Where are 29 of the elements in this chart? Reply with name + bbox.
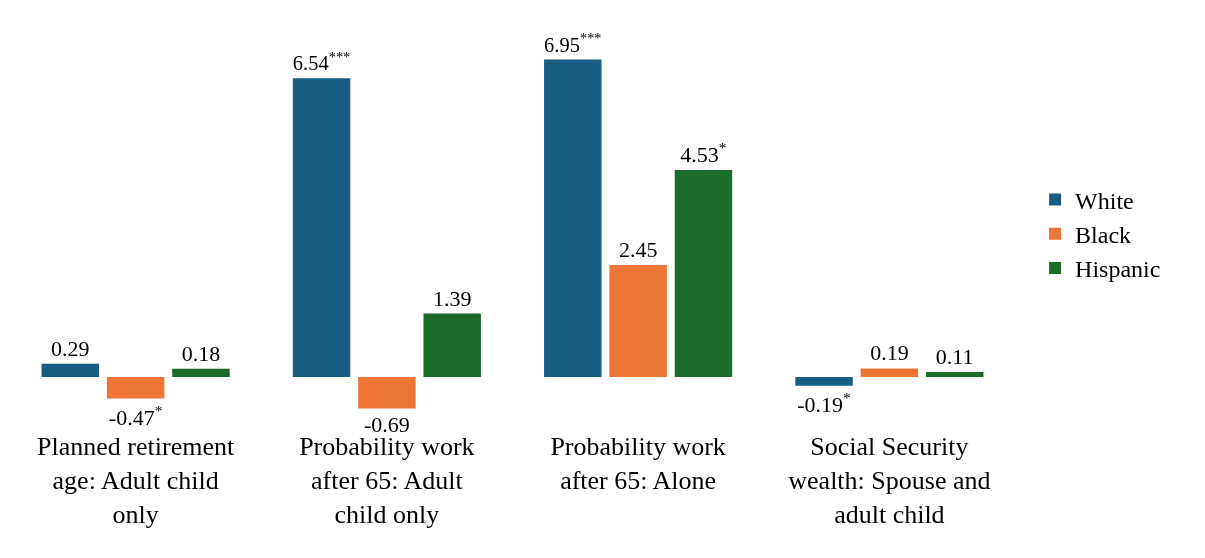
legend-label: Black <box>1075 222 1132 249</box>
legend-label: White <box>1075 187 1134 214</box>
data-label: 6.54$^{***}$ <box>292 48 351 75</box>
bar <box>41 363 100 378</box>
data-label: 1.39 <box>432 285 472 311</box>
bar <box>674 170 733 378</box>
data-label: -0.47$^{*}$ <box>108 401 163 430</box>
bar <box>609 265 667 378</box>
bar <box>795 377 853 386</box>
bar <box>860 368 919 378</box>
data-label: 0.29 <box>51 335 90 361</box>
data-label: 0.19 <box>870 340 909 366</box>
bar <box>172 368 230 378</box>
legend-label: Hispanic <box>1075 256 1161 283</box>
bar <box>106 377 165 399</box>
bar <box>544 59 602 378</box>
x-tick-label: Planned retirement age: Adult child only <box>37 432 235 529</box>
bar <box>292 78 351 378</box>
data-label: 4.53$^{*}$ <box>680 138 727 168</box>
bar <box>925 372 984 378</box>
data-label: 0.11 <box>935 344 974 370</box>
data-label: 2.45 <box>618 237 658 263</box>
data-label: 6.95$^{***}$ <box>544 30 602 56</box>
data-label: -0.19$^{*}$ <box>797 388 851 417</box>
data-label: 0.18 <box>181 340 221 366</box>
bar <box>358 377 416 409</box>
bar <box>423 313 481 378</box>
x-tick-label: Social Security wealth: Spouse and adult child <box>788 432 991 529</box>
x-tick-label: Probability work after 65: Alone <box>550 432 726 495</box>
